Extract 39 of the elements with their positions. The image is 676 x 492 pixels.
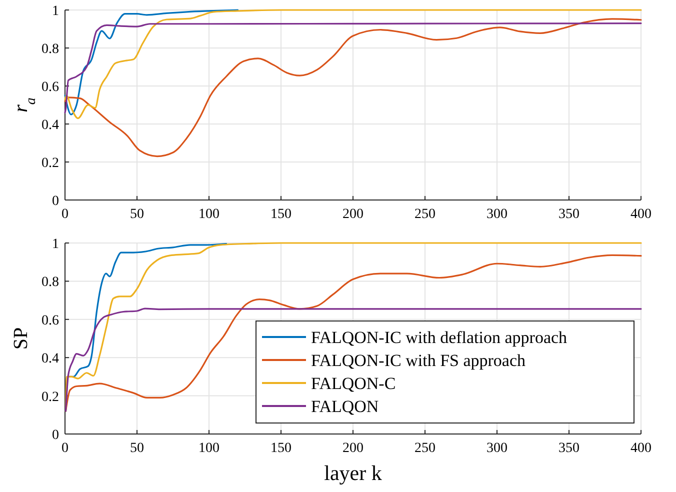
- x-tick-label: 100: [198, 441, 220, 456]
- line-series: [64, 9, 239, 116]
- x-tick-label: 150: [270, 207, 292, 222]
- y-tick-label: 0.8: [42, 275, 59, 290]
- y-tick-label: 0.4: [42, 352, 59, 367]
- x-tick-label: 200: [342, 441, 364, 456]
- x-tick-label: 300: [486, 207, 508, 222]
- x-tick-label: 250: [414, 441, 436, 456]
- x-tick-label: 350: [558, 441, 580, 456]
- x-tick-label: 0: [62, 207, 68, 222]
- y-tick-label: 0: [52, 194, 59, 209]
- x-tick-label: 150: [270, 441, 292, 456]
- x-tick-label: 400: [630, 207, 652, 222]
- y-tick-label: 0.6: [42, 80, 59, 95]
- y-tick-label: 0.8: [42, 42, 59, 57]
- x-tick-label: 350: [558, 207, 580, 222]
- x-axis-title: layer k: [324, 461, 382, 485]
- line-series: [64, 18, 642, 158]
- y-tick-label: 0.6: [42, 313, 59, 328]
- x-tick-label: 250: [414, 207, 436, 222]
- legend-label: FALQON-IC with FS approach: [311, 351, 526, 370]
- x-tick-label: 200: [342, 207, 364, 222]
- x-tick-label: 50: [130, 441, 144, 456]
- x-tick-label: 50: [130, 207, 144, 222]
- y-tick-label: 1: [52, 237, 59, 252]
- y-tick-label: 1: [52, 4, 59, 19]
- y-tick-label: 0.2: [42, 156, 59, 171]
- y-tick-label: 0: [52, 428, 59, 443]
- x-tick-label: 300: [486, 441, 508, 456]
- legend-label: FALQON: [311, 397, 379, 416]
- x-tick-label: 0: [62, 441, 68, 456]
- line-series: [64, 22, 642, 114]
- legend-label: FALQON-C: [311, 374, 396, 393]
- y-tick-label: 0.4: [42, 118, 59, 133]
- y-tick-label: 0.2: [42, 390, 59, 405]
- x-tick-label: 100: [198, 207, 220, 222]
- x-tick-label: 400: [630, 441, 652, 456]
- y-axis-title: SP: [10, 327, 32, 350]
- legend-label: FALQON-IC with deflation approach: [311, 328, 568, 347]
